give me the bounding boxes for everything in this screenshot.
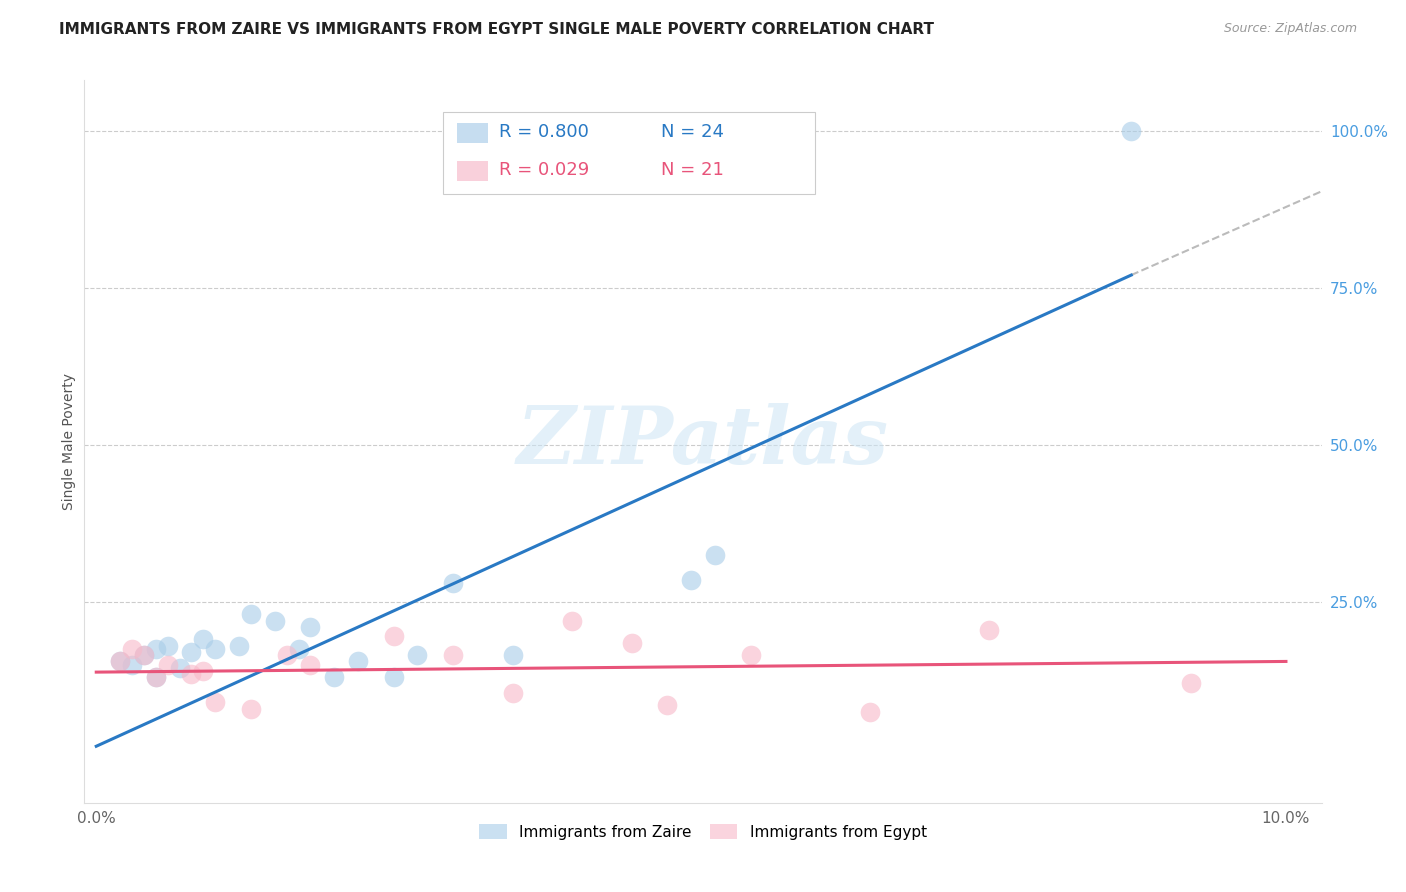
Point [858, 705, 880, 719]
Point [132, 648, 155, 662]
Point [239, 607, 262, 622]
Point [263, 614, 285, 628]
Point [108, 655, 131, 669]
Point [406, 648, 429, 662]
Point [502, 686, 524, 700]
Point [239, 701, 262, 715]
Point [1121, 123, 1143, 137]
Text: R = 0.029: R = 0.029 [499, 161, 589, 179]
Point [145, 641, 167, 656]
Y-axis label: Single Male Poverty: Single Male Poverty [62, 373, 76, 510]
Point [502, 648, 524, 662]
Point [121, 641, 143, 656]
Point [299, 657, 322, 672]
Point [347, 655, 370, 669]
Point [1180, 676, 1202, 690]
Text: ZIPatlas: ZIPatlas [517, 403, 889, 480]
Point [228, 639, 250, 653]
Point [132, 648, 155, 662]
Point [681, 573, 703, 587]
Point [193, 632, 215, 647]
Text: R = 0.800: R = 0.800 [499, 123, 589, 141]
Point [382, 670, 405, 684]
Legend: Immigrants from Zaire, Immigrants from Egypt: Immigrants from Zaire, Immigrants from E… [474, 818, 932, 846]
Point [276, 648, 298, 662]
Point [204, 641, 226, 656]
Point [169, 661, 191, 675]
Point [382, 629, 405, 643]
Point [561, 614, 583, 628]
Point [620, 635, 643, 649]
Point [145, 670, 167, 684]
Point [145, 670, 167, 684]
Point [121, 657, 143, 672]
Point [977, 623, 1000, 637]
Point [323, 670, 346, 684]
Point [740, 648, 762, 662]
Point [299, 620, 322, 634]
Point [441, 648, 464, 662]
Text: N = 24: N = 24 [661, 123, 724, 141]
Point [703, 548, 725, 562]
Point [180, 667, 202, 681]
Point [180, 645, 202, 659]
Text: Source: ZipAtlas.com: Source: ZipAtlas.com [1223, 22, 1357, 36]
Point [108, 655, 131, 669]
Point [193, 664, 215, 678]
Text: N = 21: N = 21 [661, 161, 724, 179]
Text: IMMIGRANTS FROM ZAIRE VS IMMIGRANTS FROM EGYPT SINGLE MALE POVERTY CORRELATION C: IMMIGRANTS FROM ZAIRE VS IMMIGRANTS FROM… [59, 22, 934, 37]
Point [441, 575, 464, 590]
Point [204, 695, 226, 709]
Point [657, 698, 679, 713]
Point [156, 639, 179, 653]
Point [156, 657, 179, 672]
Point [287, 641, 309, 656]
